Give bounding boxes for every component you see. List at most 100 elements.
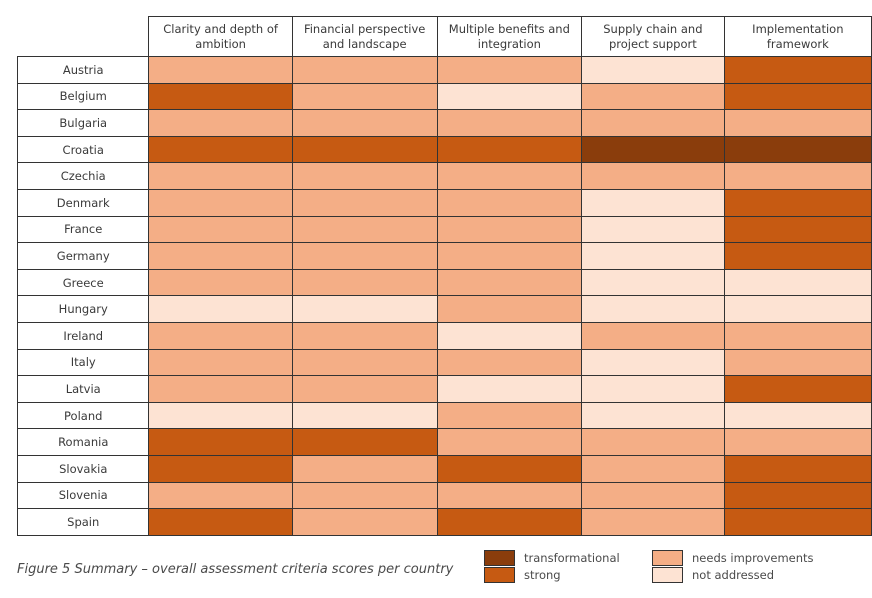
heatmap-cell [436,508,583,536]
row-header: Denmark [16,188,150,217]
heatmap-cell [723,268,872,297]
row-header: Greece [16,268,150,297]
row-header: Germany [16,242,150,270]
figure-caption: Figure 5 Summary – overall assessment cr… [17,562,454,577]
row-header: Spain [16,508,150,536]
heatmap-cell [723,215,872,244]
heatmap-cell [148,215,293,244]
heatmap-cell [723,56,872,84]
heatmap-cell [581,454,725,483]
legend-item: strong [484,567,561,583]
heatmap-cell [581,268,725,297]
heatmap-cell [148,454,293,483]
heatmap-cell [291,242,438,270]
heatmap-cell [581,82,725,111]
legend-item: not addressed [652,567,774,583]
heatmap-cell [291,295,438,323]
table-row: Slovakia [16,454,872,483]
heatmap-cell [436,268,583,297]
heatmap-cell [291,481,438,510]
heatmap-cell [581,348,725,377]
table-row: Hungary [16,295,872,323]
heatmap-cell [148,481,293,510]
heatmap-cell [723,428,872,456]
heatmap-cell [436,82,583,111]
heatmap-cell [723,321,872,350]
heatmap-cell [291,82,438,111]
table-row: Romania [16,428,872,456]
legend-swatch [484,567,515,583]
legend-item: needs improvements [652,550,814,566]
heatmap-cell [291,162,438,190]
heatmap-cell [436,162,583,190]
heatmap-cell [581,481,725,510]
heatmap-cell [581,295,725,323]
heatmap-table: Clarity and depth of ambition Financial p… [16,16,872,536]
heatmap-cell [581,375,725,403]
row-header: Italy [16,348,150,377]
column-header: Multiple benefits and integration [436,16,583,57]
heatmap-cell [581,242,725,270]
table-row: Czechia [16,162,872,190]
legend-item: transformational [484,550,620,566]
heatmap-cell [148,82,293,111]
heatmap-cell [723,348,872,377]
heatmap-cell [291,508,438,536]
table-row: Italy [16,348,872,377]
heatmap-cell [436,56,583,84]
row-header: Latvia [16,375,150,403]
heatmap-cell [436,188,583,217]
heatmap-cell [723,508,872,536]
heatmap-cell [148,348,293,377]
row-header: Poland [16,401,150,430]
heatmap-cell [148,428,293,456]
heatmap-cell [148,508,293,536]
heatmap-cell [148,242,293,270]
heatmap-cell [436,401,583,430]
heatmap-cell [436,295,583,323]
row-header: Slovakia [16,454,150,483]
heatmap-cell [436,481,583,510]
heatmap-cell [436,321,583,350]
corner-cell [18,17,149,57]
table-row: Latvia [16,375,872,403]
heatmap-cell [581,162,725,190]
heatmap-cell [723,401,872,430]
heatmap-cell [723,454,872,483]
heatmap-cell [436,109,583,137]
heatmap-cell [291,188,438,217]
table-row: Greece [16,268,872,297]
heatmap-cell [291,321,438,350]
row-header: Austria [16,56,150,84]
heatmap-cell [436,454,583,483]
row-header: Hungary [16,295,150,323]
legend-label: strong [524,568,561,582]
table-row: Denmark [16,188,872,217]
column-header-row: Clarity and depth of ambition Financial p… [18,16,872,57]
heatmap-cell [581,401,725,430]
row-header: Romania [16,428,150,456]
heatmap-cell [723,135,872,164]
table-row: Ireland [16,321,872,350]
table-row: France [16,215,872,244]
heatmap-cell [723,82,872,111]
row-header: France [16,215,150,244]
heatmap-cell [291,401,438,430]
heatmap-cell [436,242,583,270]
heatmap-body: Austria Belgium Bulgaria Croatia Czechia Denm… [16,56,872,536]
heatmap-cell [723,162,872,190]
heatmap-cell [723,375,872,403]
heatmap-cell [581,215,725,244]
heatmap-cell [723,188,872,217]
heatmap-cell [723,242,872,270]
row-header: Slovenia [16,481,150,510]
heatmap-cell [291,268,438,297]
heatmap-cell [436,375,583,403]
table-row: Germany [16,242,872,270]
legend-swatch [652,567,683,583]
heatmap-cell [581,56,725,84]
table-row: Croatia [16,135,872,164]
heatmap-cell [148,56,293,84]
heatmap-cell [291,375,438,403]
heatmap-cell [436,348,583,377]
